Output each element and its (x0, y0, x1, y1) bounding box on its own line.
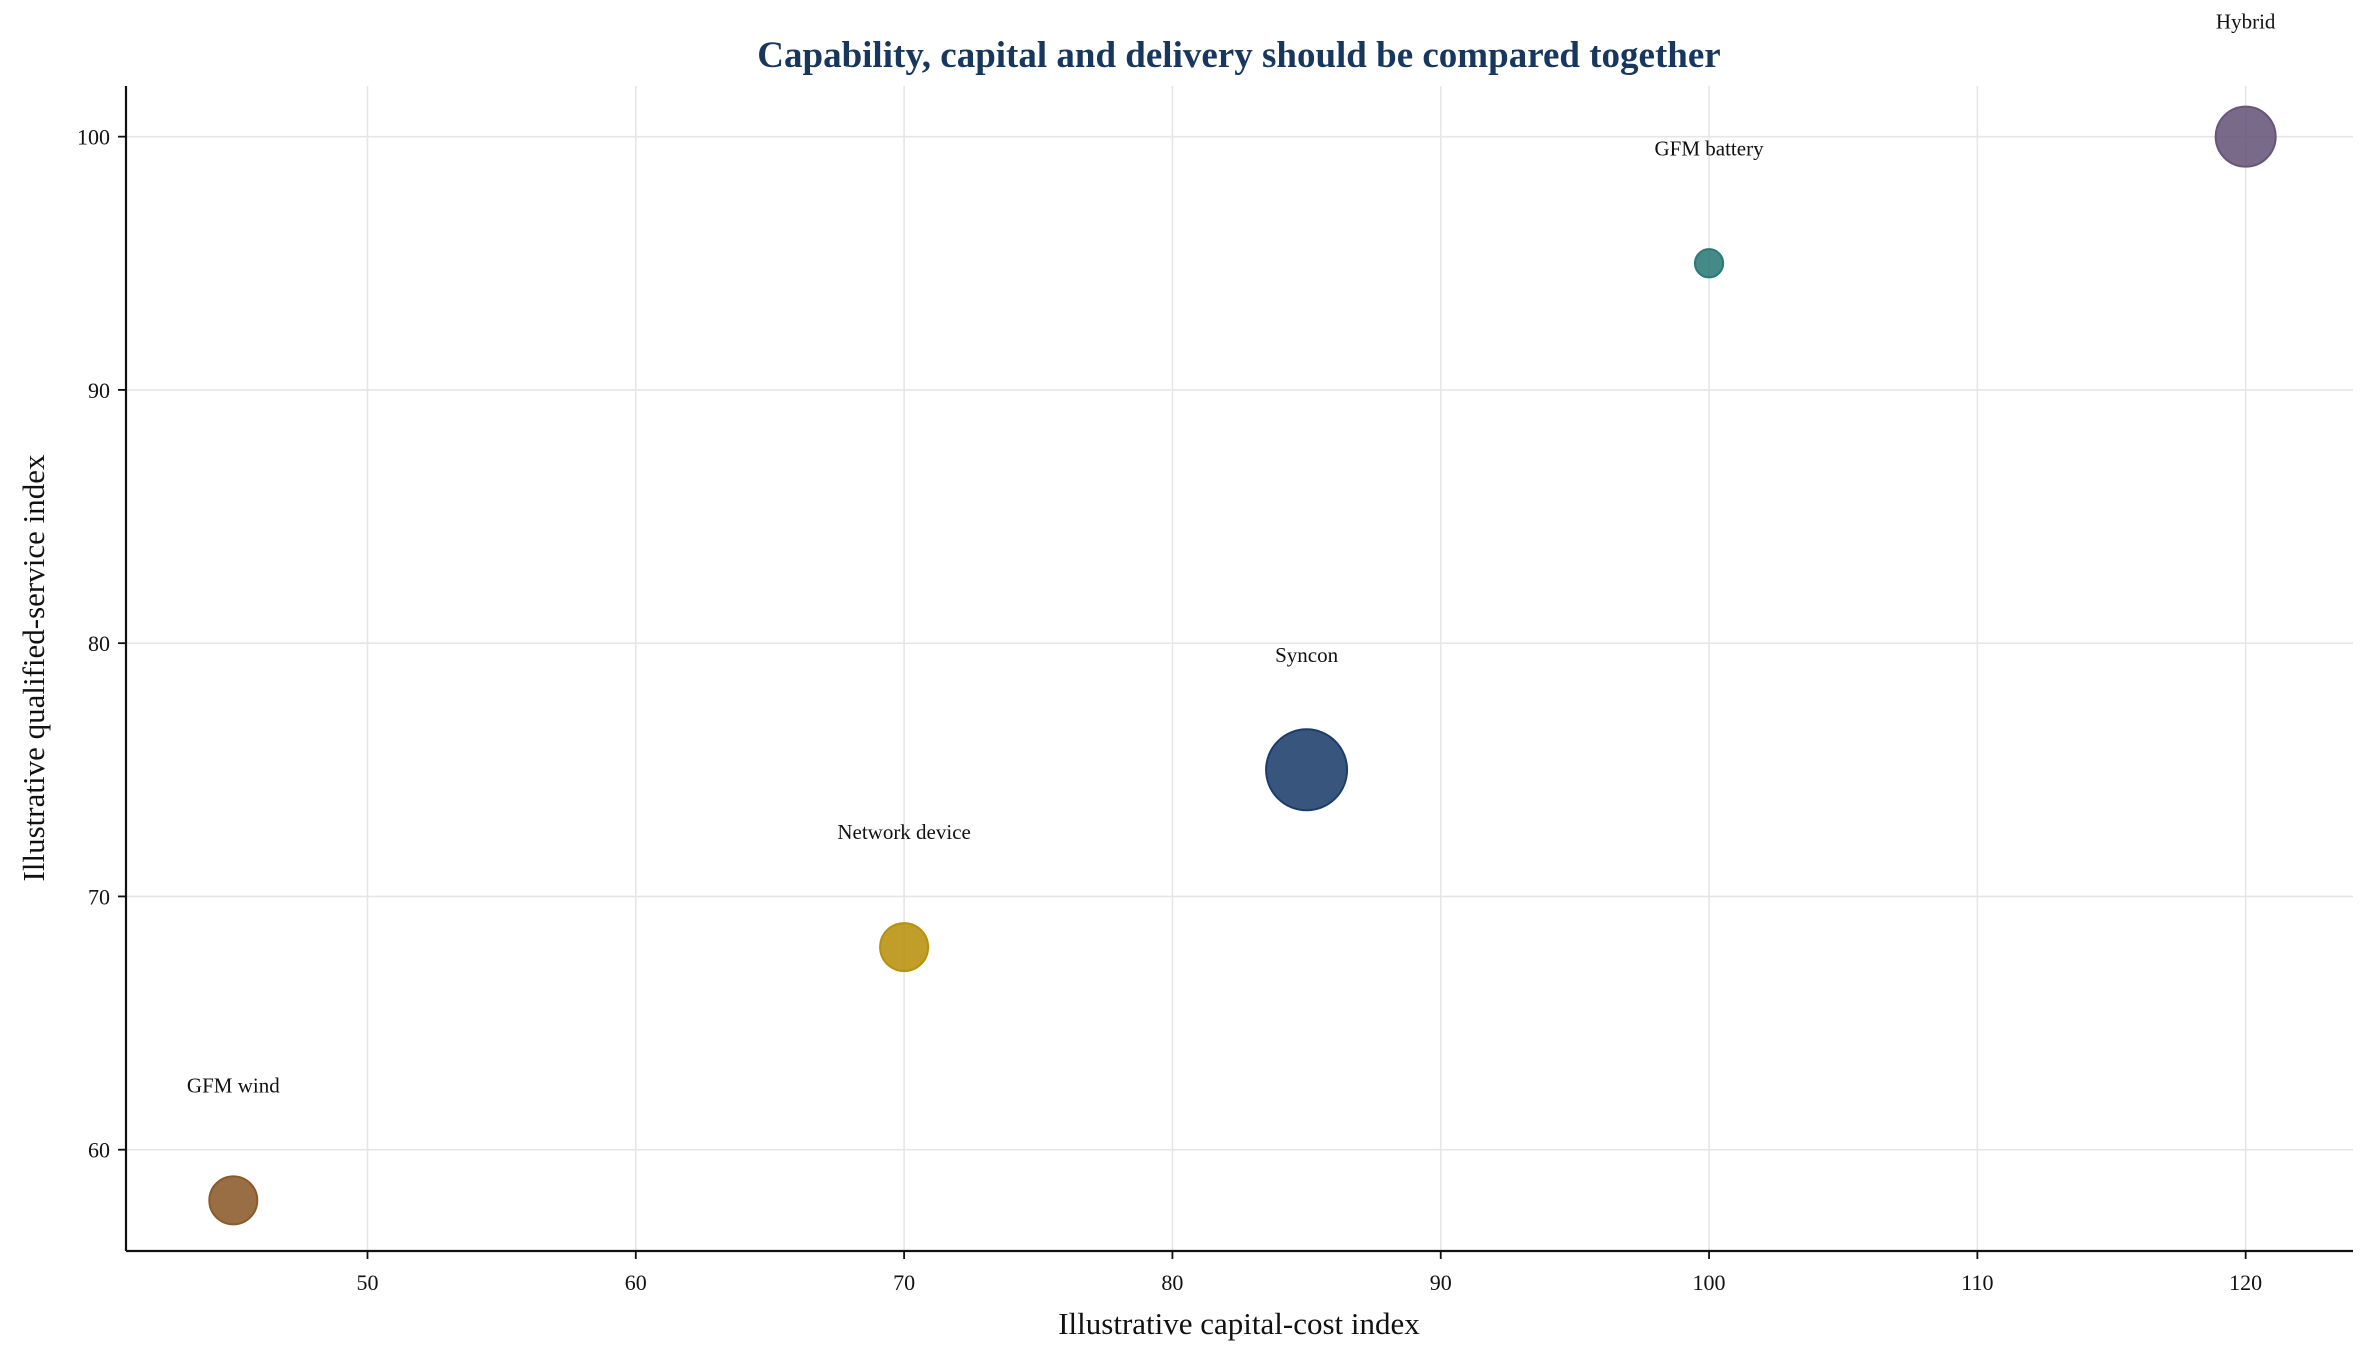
y-tick-label: 80 (88, 631, 110, 656)
y-tick-label: 70 (88, 884, 110, 909)
ticks: 50 60 70 80 90 100 110 120 60 70 80 90 100 (77, 125, 2262, 1295)
y-axis-label: Illustrative qualified-service index (16, 454, 51, 881)
data-point-label: GFM wind (187, 1073, 280, 1097)
data-point-label: Hybrid (2216, 10, 2276, 34)
grid (126, 86, 2353, 1251)
x-tick-label: 90 (1430, 1270, 1452, 1295)
data-point (1265, 728, 1349, 812)
point-labels: GFM wind Network device Syncon GFM battery H… (187, 10, 2276, 1098)
data-point (2214, 105, 2277, 168)
x-tick-label: 110 (1961, 1270, 1993, 1295)
data-point-label: GFM battery (1655, 136, 1765, 160)
data-point (1693, 248, 1725, 279)
axes (124, 86, 2353, 1253)
data-point-label: Syncon (1275, 643, 1339, 667)
x-axis-label: Illustrative capital-cost index (1058, 1306, 1420, 1341)
y-tick-label: 100 (77, 125, 110, 150)
data-point (208, 1175, 259, 1226)
x-tick-label: 60 (625, 1270, 647, 1295)
y-tick-label: 60 (88, 1138, 110, 1163)
data-points (208, 105, 2277, 1226)
x-tick-label: 70 (893, 1270, 915, 1295)
x-tick-label: 120 (2229, 1270, 2262, 1295)
chart-title: Capability, capital and delivery should … (757, 35, 1720, 76)
data-point-label: Network device (837, 820, 971, 844)
y-tick-label: 90 (88, 378, 110, 403)
x-tick-label: 50 (356, 1270, 378, 1295)
x-tick-label: 100 (1693, 1270, 1726, 1295)
data-point (879, 922, 930, 973)
x-tick-label: 80 (1161, 1270, 1183, 1295)
